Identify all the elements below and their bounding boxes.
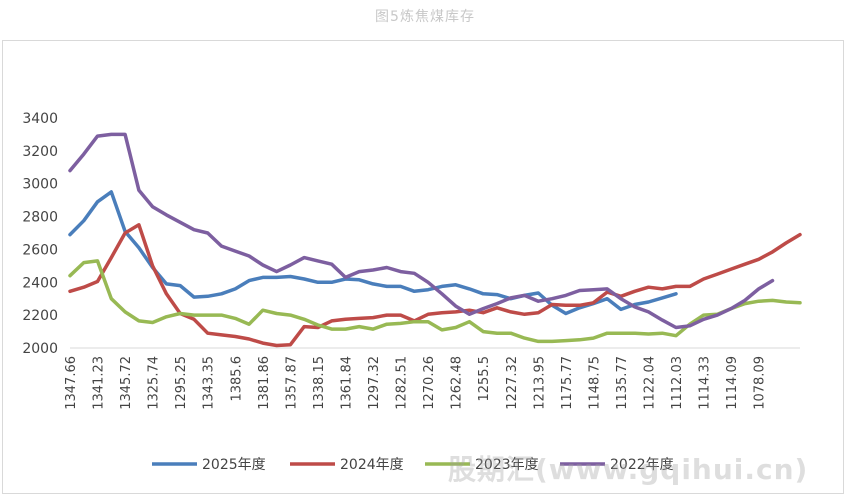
y-tick-label: 2400 [22, 275, 58, 291]
x-tick-label: 1361.84 [339, 356, 354, 410]
legend-label-2: 2024年度 [340, 457, 404, 473]
x-tick-label: 1381.86 [257, 356, 272, 410]
chart-title: 图5炼焦煤库存 [375, 9, 475, 25]
x-tick-label: 1385.6 [229, 356, 244, 402]
y-tick-label: 2000 [22, 341, 58, 357]
y-tick-label: 2600 [22, 242, 58, 258]
series-line-3 [68, 259, 802, 344]
series-line-2 [68, 223, 802, 348]
x-tick-label: 1114.33 [698, 356, 713, 410]
series-line-1 [68, 190, 678, 316]
x-tick-label: 1262.48 [450, 356, 465, 410]
legend-label-1: 2025年度 [202, 457, 266, 473]
x-tick-label: 1213.95 [532, 356, 547, 410]
y-tick-label: 3200 [22, 144, 58, 160]
x-tick-label: 1338.15 [312, 356, 327, 410]
y-tick-label: 3400 [22, 111, 58, 127]
series-line-4 [68, 132, 775, 330]
y-tick-label: 2800 [22, 210, 58, 226]
y-tick-label: 3000 [22, 177, 58, 193]
x-tick-label: 1295.25 [174, 356, 189, 410]
x-tick-label: 1135.77 [615, 356, 630, 410]
x-tick-label: 1270.26 [422, 356, 437, 410]
x-tick-label: 1347.66 [64, 356, 79, 410]
x-tick-label: 1325.74 [147, 356, 162, 410]
x-tick-label: 1255.5 [477, 356, 492, 402]
x-tick-label: 1341.23 [92, 356, 107, 410]
legend-label-3: 2023年度 [475, 457, 539, 473]
x-tick-label: 1227.32 [505, 356, 520, 410]
watermark: 股期汇(www.gqihui.cn) [448, 453, 809, 486]
plot-area-border [2, 40, 844, 494]
x-tick-label: 1357.87 [284, 356, 299, 410]
x-tick-label: 1122.04 [642, 356, 657, 410]
x-tick-label: 1078.09 [753, 356, 768, 410]
y-tick-label: 2200 [22, 308, 58, 324]
legend-label-4: 2022年度 [610, 457, 674, 473]
x-tick-label: 1343.35 [202, 356, 217, 410]
x-tick-label: 1114.09 [725, 356, 740, 410]
x-tick-label: 1175.77 [560, 356, 575, 410]
x-tick-label: 1297.32 [367, 356, 382, 410]
x-tick-label: 1112.03 [670, 356, 685, 410]
x-tick-label: 1345.72 [119, 356, 134, 410]
x-tick-label: 1282.51 [395, 356, 410, 410]
x-tick-label: 1148.75 [587, 356, 602, 410]
